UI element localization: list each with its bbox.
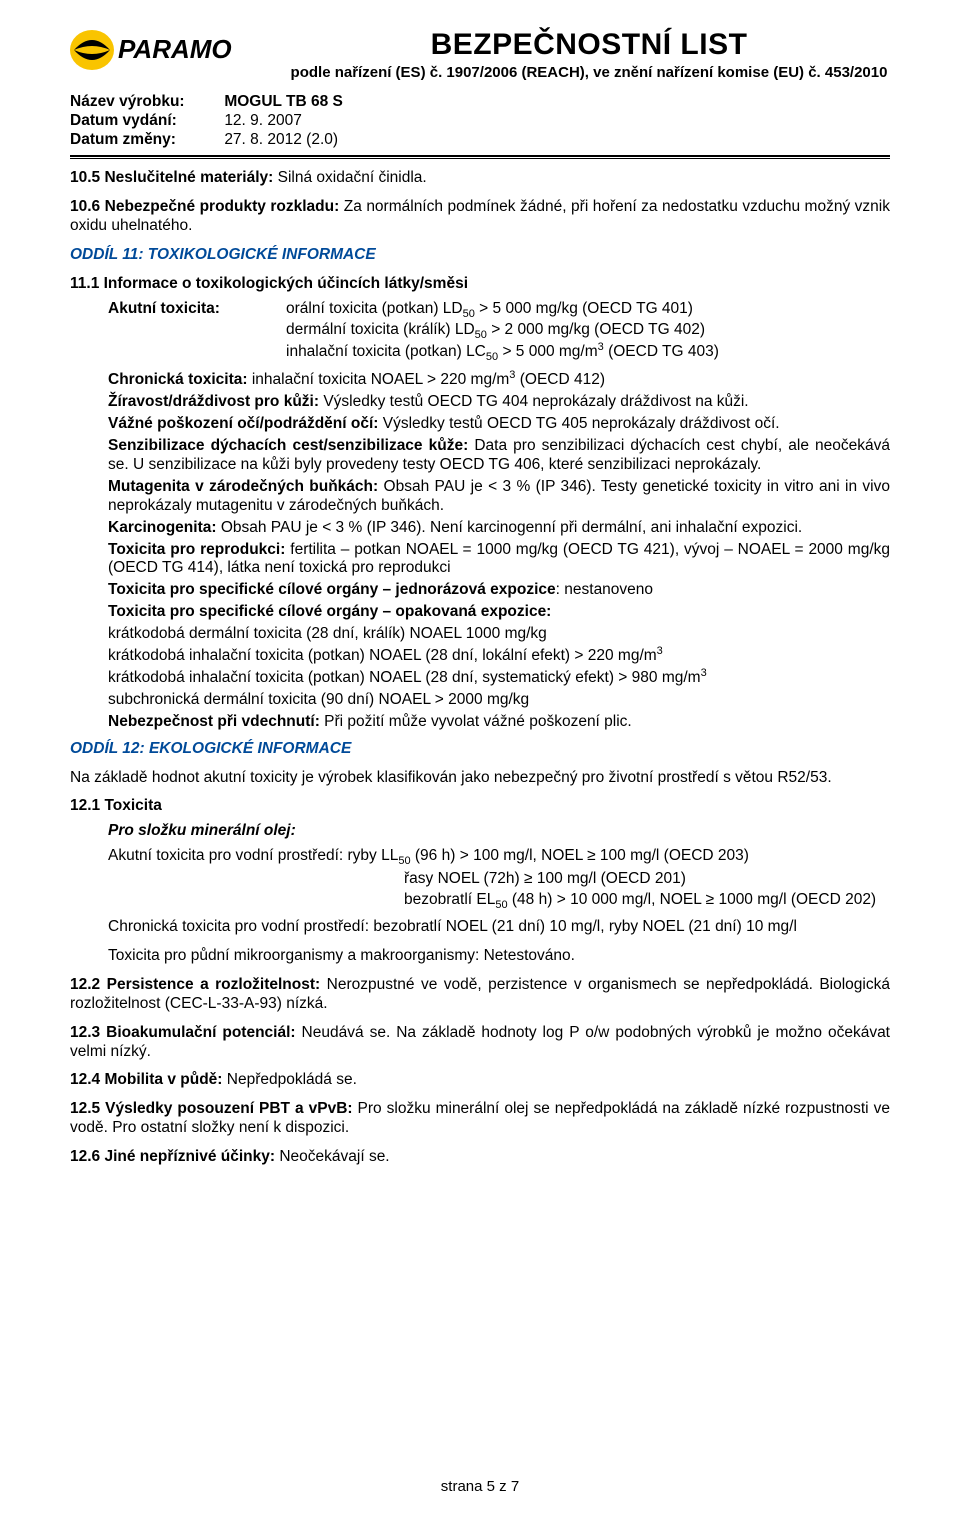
doc-subtitle: podle nařízení (ES) č. 1907/2006 (REACH)… xyxy=(288,64,890,81)
p-spec-jedno: Toxicita pro specifické cílové orgány – … xyxy=(108,581,890,600)
p-rasy: řasy NOEL (72h) ≥ 100 mg/l (OECD 201) xyxy=(108,870,890,889)
p-pudni: Toxicita pro půdní mikroorganismy a makr… xyxy=(108,947,890,966)
page-footer: strana 5 z 7 xyxy=(0,1478,960,1495)
p-11-1-head: 11.1 Informace o toxikologických účincíc… xyxy=(70,275,890,294)
p-kratk-inh-sys: krátkodobá inhalační toxicita (potkan) N… xyxy=(108,669,890,688)
p-ziravost: Žíravost/dráždivost pro kůži: Výsledky t… xyxy=(108,393,890,412)
p-muta: Mutagenita v zárodečných buňkách: Obsah … xyxy=(108,478,890,516)
p-senz: Senzibilizace dýchacích cest/senzibiliza… xyxy=(108,437,890,475)
p-repro: Toxicita pro reprodukci: fertilita – pot… xyxy=(108,541,890,579)
meta-product-label: Název výrobku: xyxy=(70,93,220,111)
p-bezobratli: bezobratlí EL50 (48 h) > 10 000 mg/l, NO… xyxy=(108,891,890,910)
p-subchron: subchronická dermální toxicita (90 dní) … xyxy=(108,691,890,710)
p-oci: Vážné poškození očí/podráždění očí: Výsl… xyxy=(108,415,890,434)
p-chron-vod: Chronická toxicita pro vodní prostředí: … xyxy=(108,918,890,937)
p-12-5: 12.5 Výsledky posouzení PBT a vPvB: Pro … xyxy=(70,1100,890,1138)
p-12-intro: Na základě hodnot akutní toxicity je výr… xyxy=(70,769,890,788)
p-karc: Karcinogenita: Obsah PAU je < 3 % (IP 34… xyxy=(108,519,890,538)
p-nebez-vdech: Nebezpečnost při vdechnutí: Při požití m… xyxy=(108,713,890,732)
akutni-label: Akutní toxicita: xyxy=(108,300,286,366)
section-12-head: ODDÍL 12: EKOLOGICKÉ INFORMACE xyxy=(70,740,890,759)
divider-thin xyxy=(70,158,890,159)
meta-product-value: MOGUL TB 68 S xyxy=(224,93,343,110)
meta-issued-label: Datum vydání: xyxy=(70,112,220,130)
p-12-4: 12.4 Mobilita v půdě: Nepředpokládá se. xyxy=(70,1071,890,1090)
divider-thick xyxy=(70,155,890,157)
akutni-block: Akutní toxicita: orální toxicita (potkan… xyxy=(108,300,890,366)
doc-title: BEZPEČNOSTNÍ LIST xyxy=(288,28,890,62)
p-kratk-inh-lok: krátkodobá inhalační toxicita (potkan) N… xyxy=(108,647,890,666)
akutni-line-2: dermální toxicita (králík) LD50 > 2 000 … xyxy=(286,321,890,340)
p-10-6: 10.6 Nebezpečné produkty rozkladu: Za no… xyxy=(70,198,890,236)
p-aktox: Akutní toxicita pro vodní prostředí: ryb… xyxy=(108,847,890,866)
p-12-3: 12.3 Bioakumulační potenciál: Neudává se… xyxy=(70,1024,890,1062)
p-spec-opak: Toxicita pro specifické cílové orgány – … xyxy=(108,603,890,622)
akutni-line-3: inhalační toxicita (potkan) LC50 > 5 000… xyxy=(286,343,890,362)
p-12-6: 12.6 Jiné nepříznivé účinky: Neočekávají… xyxy=(70,1148,890,1167)
akutni-line-1: orální toxicita (potkan) LD50 > 5 000 mg… xyxy=(286,300,890,319)
meta-issued-value: 12. 9. 2007 xyxy=(224,112,302,129)
brand-text: PARAMO xyxy=(118,34,232,64)
meta-changed-value: 27. 8. 2012 (2.0) xyxy=(224,131,338,148)
p-12-1-head: 12.1 Toxicita xyxy=(70,797,890,816)
meta-changed-label: Datum změny: xyxy=(70,131,220,149)
p-12-1-sub: Pro složku minerální olej: xyxy=(108,822,890,841)
brand-logo: PARAMO xyxy=(70,28,280,76)
p-chron: Chronická toxicita: inhalační toxicita N… xyxy=(108,371,890,390)
p-12-2: 12.2 Persistence a rozložitelnost: Neroz… xyxy=(70,976,890,1014)
p-kratk-derm: krátkodobá dermální toxicita (28 dní, kr… xyxy=(108,625,890,644)
p-10-5: 10.5 Neslučitelné materiály: Silná oxida… xyxy=(70,169,890,188)
meta-block: Název výrobku: MOGUL TB 68 S Datum vydán… xyxy=(70,93,890,149)
section-11-head: ODDÍL 11: TOXIKOLOGICKÉ INFORMACE xyxy=(70,246,890,265)
